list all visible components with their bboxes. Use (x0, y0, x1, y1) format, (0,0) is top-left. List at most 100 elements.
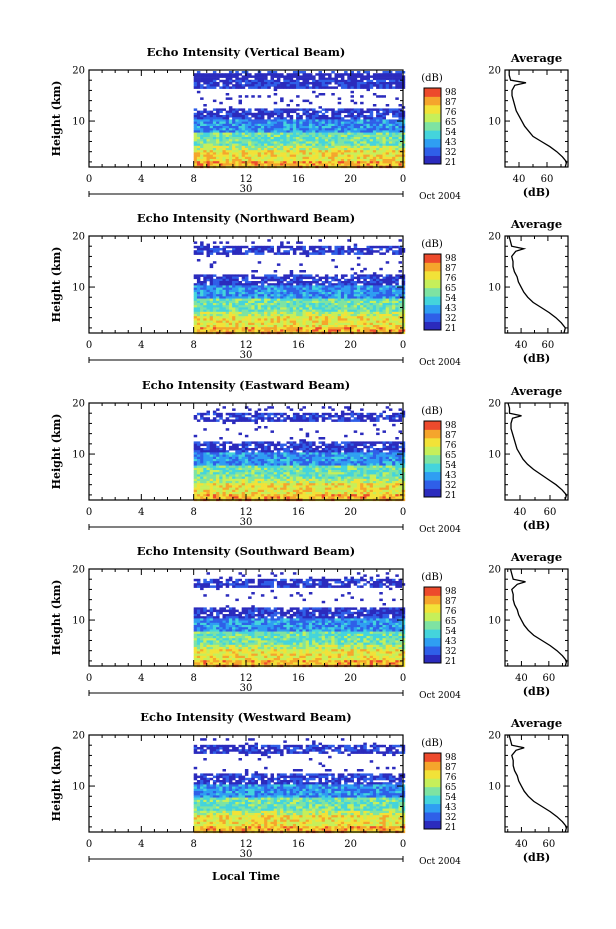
average-title: Average (510, 716, 562, 730)
colorbar-label: (dB) (421, 572, 443, 583)
colorbar-label: (dB) (421, 738, 443, 749)
colorbar-tick-label: 76 (445, 108, 457, 118)
average-height-tick-label: 20 (488, 399, 501, 410)
average-panel: Average 10 20 40 60(dB) (488, 217, 569, 365)
colorbar-swatch (424, 612, 441, 622)
average-x-label: (dB) (523, 186, 550, 199)
colorbar-swatch (424, 646, 441, 655)
colorbar-swatch (424, 313, 441, 322)
average-height-tick-label: 20 (488, 731, 501, 742)
colorbar-swatch (424, 279, 441, 289)
time-axis: 0 4 8 12 16 20 0 30 Oct 2004 (86, 735, 461, 867)
colorbar-swatch (424, 778, 441, 788)
colorbar-swatch (424, 753, 441, 762)
colorbar-tick-label: 21 (445, 823, 456, 833)
date-month-label: Oct 2004 (419, 192, 461, 202)
average-frame (504, 69, 569, 168)
time-tick-label: 4 (138, 340, 144, 351)
colorbar-label: (dB) (421, 239, 443, 250)
average-x-tick-label: 60 (542, 673, 555, 684)
colorbar-tick-label: 87 (445, 264, 457, 274)
height-tick-label: 20 (72, 232, 85, 243)
time-tick-label: 0 (400, 174, 406, 185)
time-tick-label: 0 (400, 673, 406, 684)
date-label: 30 (240, 683, 253, 694)
date-month-label: Oct 2004 (419, 358, 461, 368)
average-height-tick-label: 10 (488, 283, 501, 294)
height-tick-label: 10 (72, 616, 85, 627)
colorbar-swatch (424, 104, 441, 114)
height-axis: 10 20 Height (km) (50, 399, 403, 496)
time-tick-label: 8 (190, 673, 196, 684)
colorbar-tick-label: 21 (445, 324, 456, 334)
average-title: Average (510, 550, 562, 564)
time-tick-label: 0 (400, 340, 406, 351)
average-profile-line (508, 734, 568, 833)
colorbar-label: (dB) (421, 406, 443, 417)
time-tick-label: 16 (292, 174, 305, 185)
average-x-tick-label: 60 (541, 174, 554, 185)
colorbar-tick-label: 32 (445, 481, 456, 491)
colorbar-swatch (424, 820, 441, 830)
time-tick-label: 8 (190, 839, 196, 850)
colorbar-swatch (424, 138, 441, 148)
average-x-label: (dB) (523, 851, 550, 864)
time-tick-label: 20 (344, 174, 357, 185)
height-axis-label: Height (km) (50, 580, 63, 656)
colorbar-swatch (424, 254, 441, 263)
colorbar-tick-label: 87 (445, 763, 457, 773)
height-tick-label: 10 (72, 782, 85, 793)
colorbar-tick-label: 43 (445, 138, 457, 148)
colorbar-tick-label: 76 (445, 607, 457, 617)
date-month-label: Oct 2004 (419, 525, 461, 535)
echo-heatmap (193, 71, 406, 169)
time-axis: 0 4 8 12 16 20 0 30 Oct 2004 (86, 236, 461, 368)
average-height-tick-label: 20 (488, 232, 501, 243)
average-x-tick-label: 40 (514, 507, 527, 518)
time-tick-label: 16 (292, 340, 305, 351)
time-axis-label: Local Time (212, 870, 280, 883)
time-tick-label: 20 (344, 507, 357, 518)
colorbar-tick-label: 21 (445, 657, 456, 667)
echo-heatmap (193, 239, 406, 335)
colorbar-swatch (424, 113, 441, 123)
height-tick-label: 20 (72, 66, 85, 77)
time-tick-label: 12 (240, 174, 253, 185)
average-x-tick-label: 40 (515, 673, 528, 684)
height-tick-label: 10 (72, 117, 85, 128)
average-x-tick-label: 40 (515, 340, 528, 351)
panel-title: Echo Intensity (Vertical Beam) (147, 45, 346, 59)
date-label: 30 (240, 517, 253, 528)
colorbar-tick-label: 43 (445, 637, 457, 647)
time-tick-label: 4 (138, 673, 144, 684)
average-x-tick-label: 60 (542, 839, 555, 850)
colorbar-tick-label: 98 (445, 753, 457, 763)
time-tick-label: 20 (344, 673, 357, 684)
colorbar-swatch (424, 287, 441, 297)
average-height-tick-label: 10 (488, 450, 501, 461)
echo-heatmap (193, 738, 406, 834)
panel-title: Echo Intensity (Eastward Beam) (142, 378, 350, 392)
average-profile-line (508, 70, 568, 168)
colorbar-swatch (424, 446, 441, 456)
beam-panel-2: Echo Intensity (Eastward Beam) 10 20 Height… (50, 378, 569, 535)
height-tick-label: 20 (72, 565, 85, 576)
colorbar-swatch (424, 454, 441, 464)
panel-title: Echo Intensity (Westward Beam) (140, 710, 351, 724)
colorbar-tick-label: 87 (445, 98, 457, 108)
average-panel: Average 10 20 40 60(dB) (488, 384, 569, 532)
colorbar-tick-label: 76 (445, 441, 457, 451)
date-label: 30 (240, 849, 253, 860)
average-height-tick-label: 20 (488, 565, 501, 576)
colorbar-tick-label: 54 (445, 461, 457, 471)
colorbar-tick-label: 32 (445, 647, 456, 657)
time-axis: 0 4 8 12 16 20 0 30 Oct 2004 (86, 569, 461, 701)
time-tick-label: 12 (240, 673, 253, 684)
colorbar-swatch (424, 262, 441, 272)
time-tick-label: 20 (344, 340, 357, 351)
time-tick-label: 0 (400, 839, 406, 850)
colorbar-tick-label: 21 (445, 491, 456, 501)
colorbar-tick-label: 65 (445, 783, 457, 793)
